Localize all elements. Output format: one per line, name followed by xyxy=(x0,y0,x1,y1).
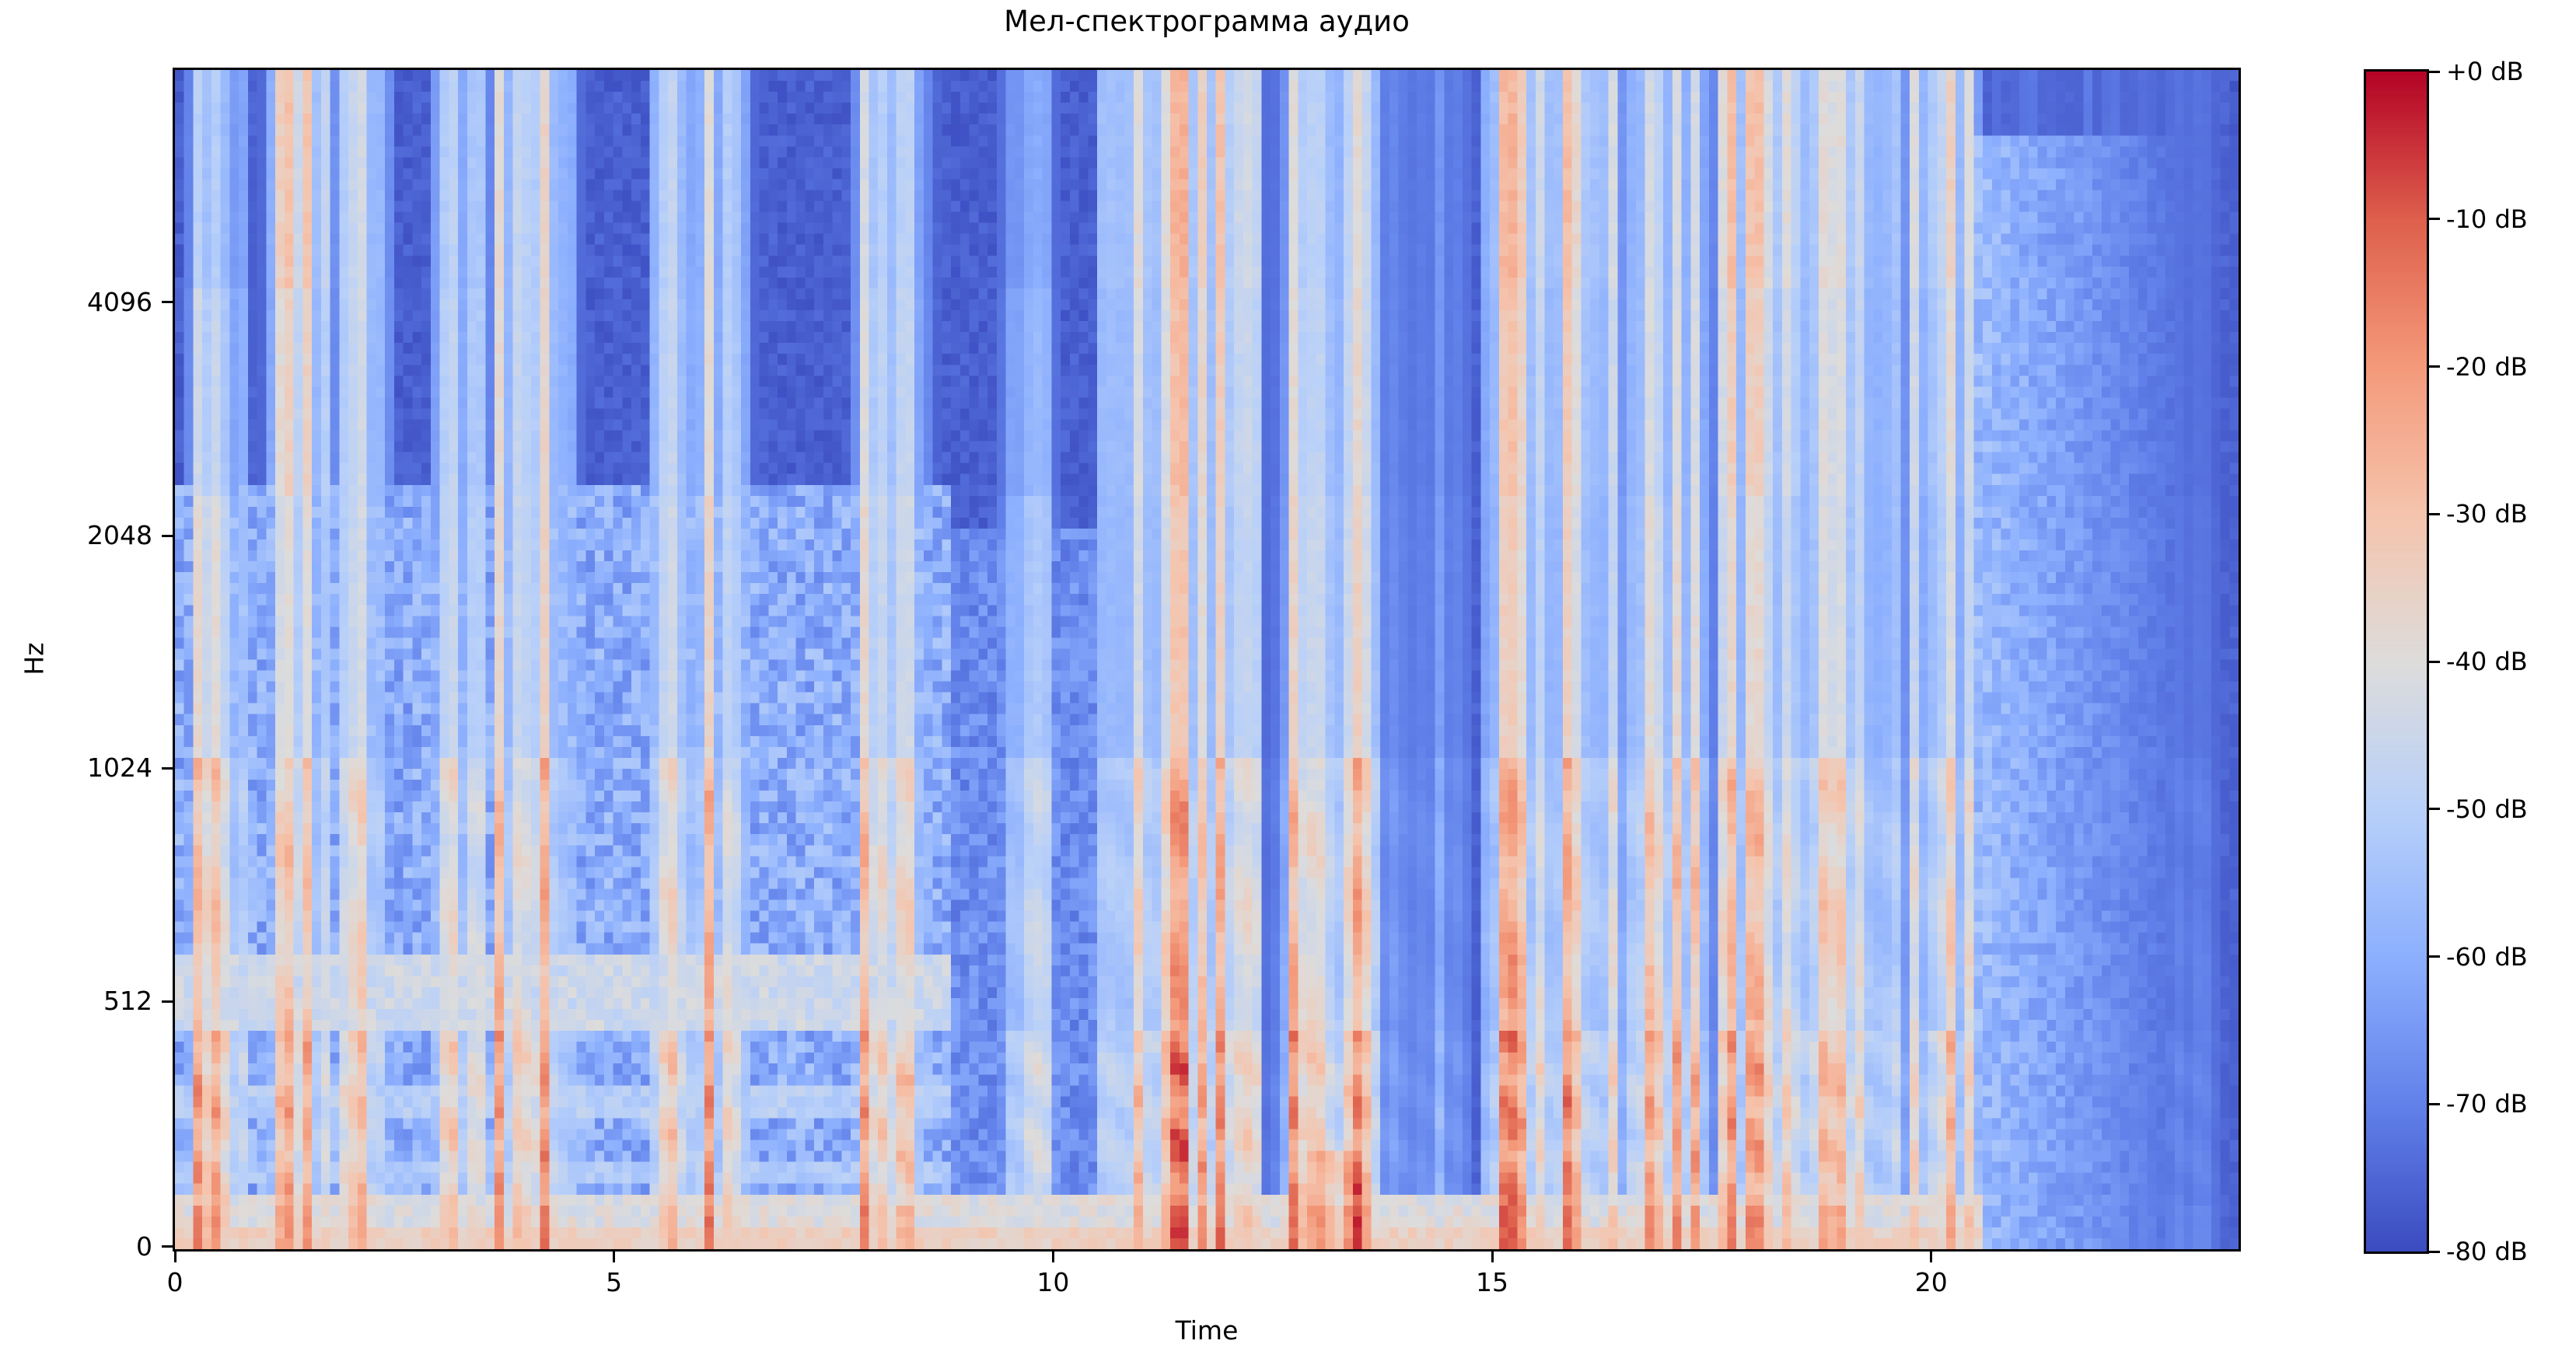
y-axis-tick xyxy=(162,1245,173,1248)
colorbar-tick-label: -60 dB xyxy=(2446,941,2528,972)
y-axis-tick-label: 0 xyxy=(136,1231,152,1262)
x-axis-tick-label: 20 xyxy=(1914,1267,1948,1297)
colorbar-tick xyxy=(2429,70,2440,73)
colorbar-tick xyxy=(2429,218,2440,221)
colorbar-tick-label: -80 dB xyxy=(2446,1237,2528,1266)
y-axis-tick-label: 512 xyxy=(103,986,152,1017)
x-axis-tick xyxy=(1051,1252,1054,1262)
y-axis-tick xyxy=(162,766,173,770)
x-axis-tick xyxy=(1930,1252,1933,1262)
x-axis-tick-label: 0 xyxy=(166,1267,184,1297)
colorbar-tick-label: -10 dB xyxy=(2446,204,2528,234)
spectrogram-canvas xyxy=(175,70,2239,1249)
spectrogram-plot xyxy=(173,68,2241,1252)
y-axis-tick-label: 4096 xyxy=(87,286,152,317)
colorbar-tick-label: -40 dB xyxy=(2446,647,2528,676)
x-axis-tick xyxy=(1491,1252,1494,1262)
y-axis-tick xyxy=(162,534,173,537)
colorbar-tick-label: -20 dB xyxy=(2446,351,2528,382)
x-axis-tick-label: 5 xyxy=(606,1267,623,1297)
colorbar-tick xyxy=(2429,808,2440,811)
colorbar-tick-label: +0 dB xyxy=(2446,57,2524,86)
y-axis-tick xyxy=(162,1000,173,1003)
colorbar-canvas xyxy=(2366,72,2427,1252)
y-axis-tick xyxy=(162,301,173,304)
colorbar-tick-label: -30 dB xyxy=(2446,499,2528,529)
x-axis-tick-label: 15 xyxy=(1476,1267,1509,1297)
x-axis-title: Time xyxy=(1175,1315,1239,1346)
colorbar-tick-label: -70 dB xyxy=(2446,1089,2528,1119)
colorbar-tick xyxy=(2429,1102,2440,1105)
x-axis-tick xyxy=(613,1252,616,1262)
y-axis-tick-label: 1024 xyxy=(87,752,152,784)
colorbar-tick xyxy=(2429,660,2440,663)
y-axis-title: Hz xyxy=(19,642,50,676)
colorbar-tick xyxy=(2429,955,2440,958)
x-axis-tick xyxy=(173,1252,177,1262)
colorbar-tick xyxy=(2429,365,2440,368)
colorbar-tick xyxy=(2429,512,2440,515)
colorbar-tick-label: -50 dB xyxy=(2446,794,2528,824)
x-axis-tick-label: 10 xyxy=(1036,1267,1070,1297)
colorbar-tick xyxy=(2429,1250,2440,1253)
plot-title: Мел-спектрограмма аудио xyxy=(1004,5,1410,38)
colorbar xyxy=(2364,69,2429,1254)
y-axis-tick-label: 2048 xyxy=(87,520,152,551)
